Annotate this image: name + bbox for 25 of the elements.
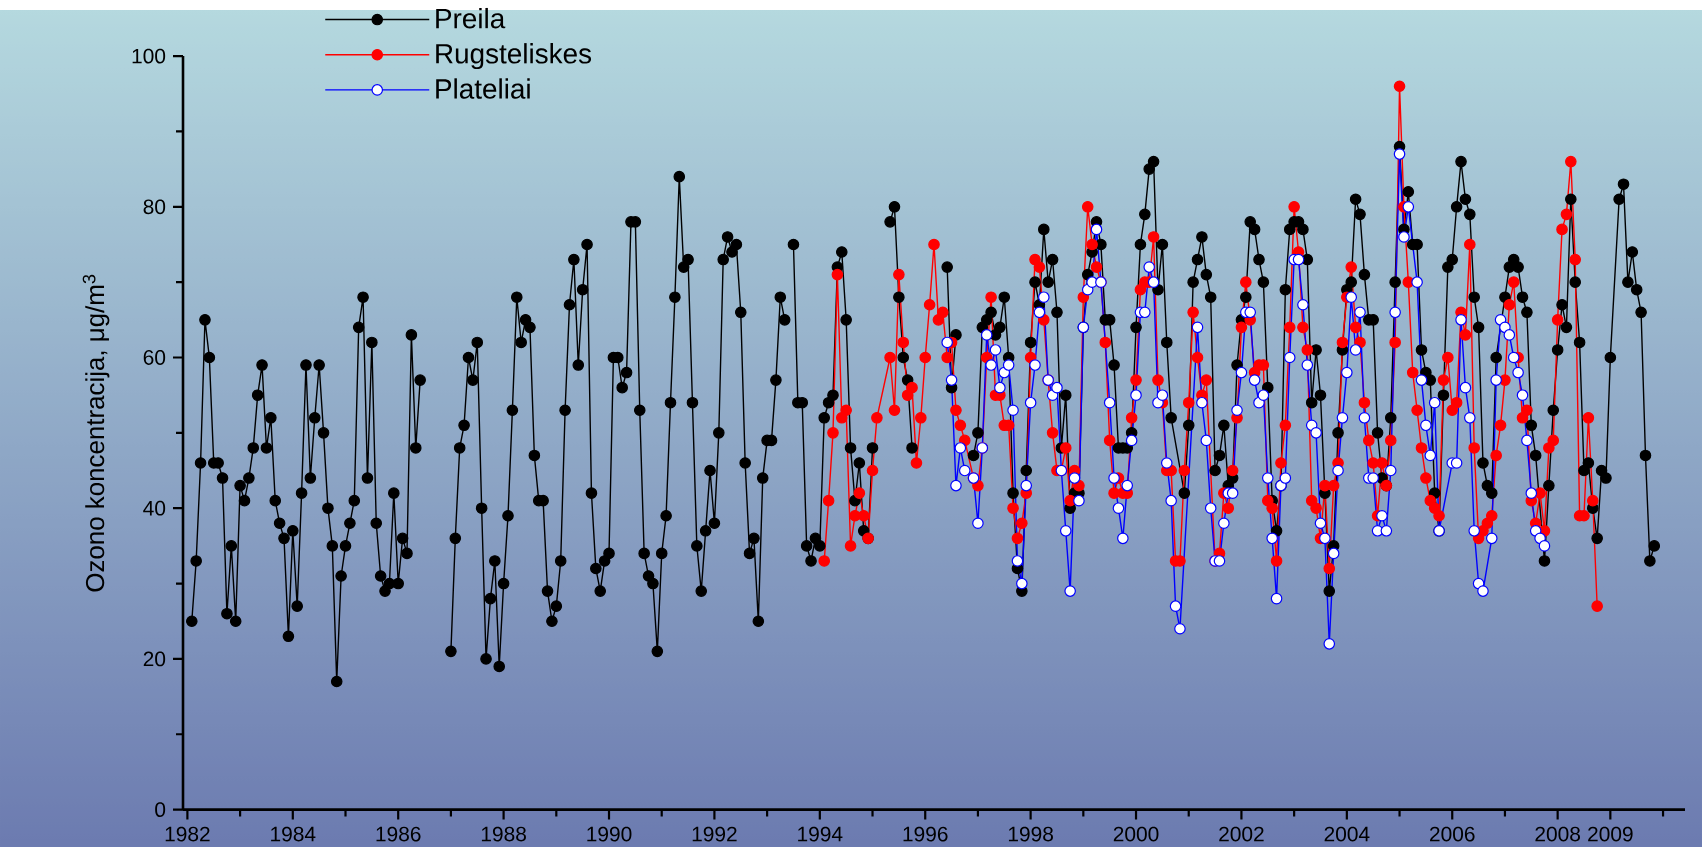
x-tick-label: 1996 [903, 826, 948, 842]
y-tick-label: 80 [143, 199, 166, 215]
x-tick-label: 1994 [798, 826, 843, 842]
x-tick-label: 1988 [481, 826, 526, 842]
y-tick-label: 60 [143, 350, 166, 365]
y-tick-label: 40 [143, 500, 166, 516]
y-tick-label: 100 [132, 48, 166, 64]
x-tick-label: 2006 [1430, 826, 1475, 842]
legend-label: Plateliai [436, 78, 530, 99]
x-tick-label: 2008 [1535, 826, 1580, 842]
x-tick-label: 2004 [1324, 826, 1370, 842]
x-tick-label: 2009 [1588, 826, 1633, 842]
y-axis-title: Ozono koncentracija, μg/m$^{3}$ [82, 274, 110, 592]
x-tick-label: 2000 [1113, 826, 1159, 842]
y-tick-label: 20 [143, 651, 166, 667]
x-tick-label: 2002 [1219, 826, 1264, 842]
x-tick-label: 1984 [271, 826, 316, 842]
x-tick-label: 1982 [165, 826, 210, 842]
x-tick-label: 1992 [692, 826, 737, 842]
legend-label: Rugsteliskes [436, 43, 592, 70]
y-tick-label: 0 [155, 802, 166, 817]
legend-label: Preila [436, 7, 506, 29]
x-tick-label: 1998 [1008, 826, 1053, 842]
x-tick-label: 1986 [376, 826, 421, 842]
x-tick-label: 1990 [587, 826, 632, 842]
